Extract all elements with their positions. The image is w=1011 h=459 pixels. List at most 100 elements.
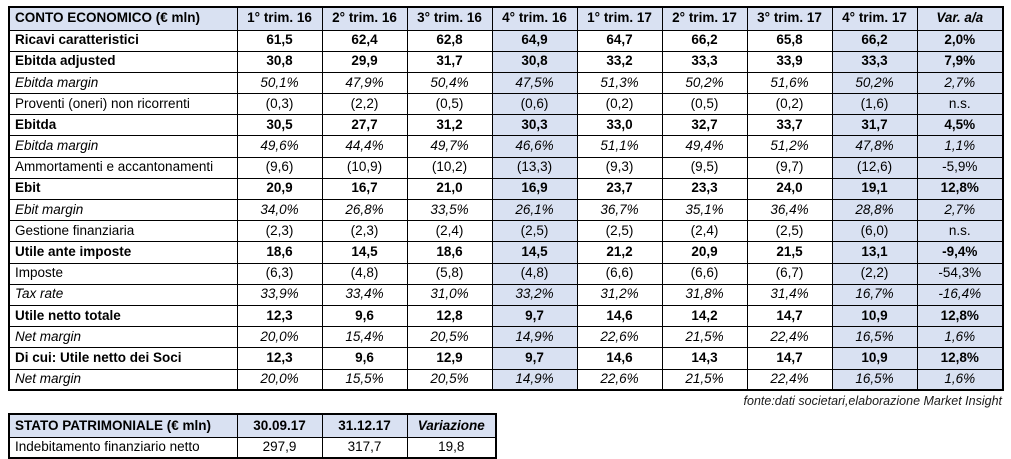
table-row: Net margin 20,0% 15,4% 20,5% 14,9% 22,6% 21,5%… bbox=[8, 326, 1004, 349]
value-cell: 20,0% bbox=[236, 368, 323, 391]
row-label: Ebit bbox=[8, 177, 238, 201]
row-label: Net margin bbox=[8, 326, 238, 349]
value-cell: 51,2% bbox=[746, 135, 833, 158]
income-statement-table: CONTO ECONOMICO (€ mln) 1° trim. 16 2° tri… bbox=[8, 6, 1004, 392]
value-cell: 22,4% bbox=[746, 326, 833, 349]
value-cell: 14,7 bbox=[746, 347, 833, 370]
value-cell: 50,1% bbox=[236, 71, 323, 95]
var-cell: 12,8% bbox=[916, 304, 1004, 328]
value-cell: (9,3) bbox=[576, 156, 663, 179]
value-cell: 49,6% bbox=[236, 135, 323, 158]
value-cell: 14,6 bbox=[576, 347, 663, 370]
value-cell: (2,5) bbox=[491, 220, 578, 243]
value-cell: 30,5 bbox=[236, 114, 323, 137]
value-cell: (2,5) bbox=[576, 220, 663, 243]
table-row: Ebitda margin 49,6% 44,4% 49,7% 46,6% 51,1% 49… bbox=[8, 135, 1004, 158]
value-cell: 33,9% bbox=[236, 283, 323, 306]
value-cell: 65,8 bbox=[746, 29, 833, 52]
value-cell: 20,9 bbox=[661, 241, 748, 264]
value-cell: (10,2) bbox=[406, 156, 493, 179]
value-cell: 20,9 bbox=[236, 177, 323, 201]
row-label: Proventi (oneri) non ricorrenti bbox=[8, 93, 238, 116]
column-header: 1° trim. 17 bbox=[576, 6, 663, 31]
value-cell: 13,1 bbox=[831, 241, 918, 264]
value-cell: 297,9 bbox=[236, 436, 323, 459]
value-cell: 51,1% bbox=[576, 135, 663, 158]
table-row: Ammortamenti e accantonamenti (9,6) (10,9)… bbox=[8, 156, 1004, 179]
row-label: Gestione finanziaria bbox=[8, 220, 238, 243]
row-label: Utile netto totale bbox=[8, 304, 238, 328]
value-cell: 49,4% bbox=[661, 135, 748, 158]
value-cell: 21,5% bbox=[661, 326, 748, 349]
value-cell: 66,2 bbox=[661, 29, 748, 52]
value-cell: (2,4) bbox=[661, 220, 748, 243]
table-row: Ebit margin 34,0% 26,8% 33,5% 26,1% 36,7% 35,1… bbox=[8, 198, 1004, 222]
value-cell: (0,2) bbox=[746, 93, 833, 116]
value-cell: 27,7 bbox=[321, 114, 408, 137]
value-cell: 49,7% bbox=[406, 135, 493, 158]
table-row: Imposte (6,3) (4,8) (5,8) (4,8) (6,6) (6,6) (6,… bbox=[8, 262, 1004, 285]
value-cell: (2,3) bbox=[236, 220, 323, 243]
value-cell: 14,9% bbox=[491, 368, 578, 391]
var-cell: 1,6% bbox=[916, 368, 1004, 391]
value-cell: (2,3) bbox=[321, 220, 408, 243]
var-cell: n.s. bbox=[916, 220, 1004, 243]
value-cell: 317,7 bbox=[321, 436, 408, 459]
table-row: Ricavi caratteristici 61,5 62,4 62,8 64,9 64,… bbox=[8, 29, 1004, 52]
value-cell: (6,7) bbox=[746, 262, 833, 285]
value-cell: 33,9 bbox=[746, 50, 833, 73]
var-cell: 2,7% bbox=[916, 71, 1004, 95]
table-title: STATO PATRIMONIALE (€ mln) bbox=[8, 413, 238, 438]
value-cell: 50,4% bbox=[406, 71, 493, 95]
value-cell: 21,5 bbox=[746, 241, 833, 264]
value-cell: 10,9 bbox=[831, 347, 918, 370]
value-cell: 33,3 bbox=[661, 50, 748, 73]
value-cell: 33,2% bbox=[491, 283, 578, 306]
value-cell: 33,3 bbox=[831, 50, 918, 73]
value-cell: (12,6) bbox=[831, 156, 918, 179]
value-cell: 16,5% bbox=[831, 326, 918, 349]
value-cell: 21,0 bbox=[406, 177, 493, 201]
value-cell: 62,4 bbox=[321, 29, 408, 52]
value-cell: (5,8) bbox=[406, 262, 493, 285]
table-row: Ebitda 30,5 27,7 31,2 30,3 33,0 32,7 33,7 31,7 4,… bbox=[8, 114, 1004, 137]
value-cell: 20,5% bbox=[406, 326, 493, 349]
value-cell: 14,5 bbox=[491, 241, 578, 264]
row-label: Di cui: Utile netto dei Soci bbox=[8, 347, 238, 370]
value-cell: 22,4% bbox=[746, 368, 833, 391]
var-cell: 19,8 bbox=[406, 436, 497, 459]
value-cell: 62,8 bbox=[406, 29, 493, 52]
var-cell: 12,8% bbox=[916, 347, 1004, 370]
value-cell: 14,9% bbox=[491, 326, 578, 349]
value-cell: 47,8% bbox=[831, 135, 918, 158]
value-cell: (1,6) bbox=[831, 93, 918, 116]
table-row: Indebitamento finanziario netto 297,9 317,… bbox=[8, 436, 497, 459]
column-header: 3° trim. 16 bbox=[406, 6, 493, 31]
table-row: Proventi (oneri) non ricorrenti (0,3) (2,2… bbox=[8, 93, 1004, 116]
value-cell: 33,4% bbox=[321, 283, 408, 306]
value-cell: 12,3 bbox=[236, 347, 323, 370]
var-cell: 2,7% bbox=[916, 198, 1004, 222]
value-cell: 18,6 bbox=[236, 241, 323, 264]
value-cell: 47,5% bbox=[491, 71, 578, 95]
var-column-header: Var. a/a bbox=[916, 6, 1004, 31]
var-cell: 7,9% bbox=[916, 50, 1004, 73]
value-cell: 31,2% bbox=[576, 283, 663, 306]
value-cell: 31,4% bbox=[746, 283, 833, 306]
value-cell: 30,8 bbox=[236, 50, 323, 73]
value-cell: (2,2) bbox=[321, 93, 408, 116]
value-cell: 47,9% bbox=[321, 71, 408, 95]
value-cell: 9,6 bbox=[321, 347, 408, 370]
value-cell: 14,6 bbox=[576, 304, 663, 328]
value-cell: 31,7 bbox=[406, 50, 493, 73]
value-cell: (2,2) bbox=[831, 262, 918, 285]
value-cell: 35,1% bbox=[661, 198, 748, 222]
value-cell: 22,6% bbox=[576, 368, 663, 391]
var-cell: 1,1% bbox=[916, 135, 1004, 158]
value-cell: 9,7 bbox=[491, 347, 578, 370]
value-cell: 20,5% bbox=[406, 368, 493, 391]
value-cell: 34,0% bbox=[236, 198, 323, 222]
value-cell: 14,5 bbox=[321, 241, 408, 264]
value-cell: 16,5% bbox=[831, 368, 918, 391]
column-header: 30.09.17 bbox=[236, 413, 323, 438]
